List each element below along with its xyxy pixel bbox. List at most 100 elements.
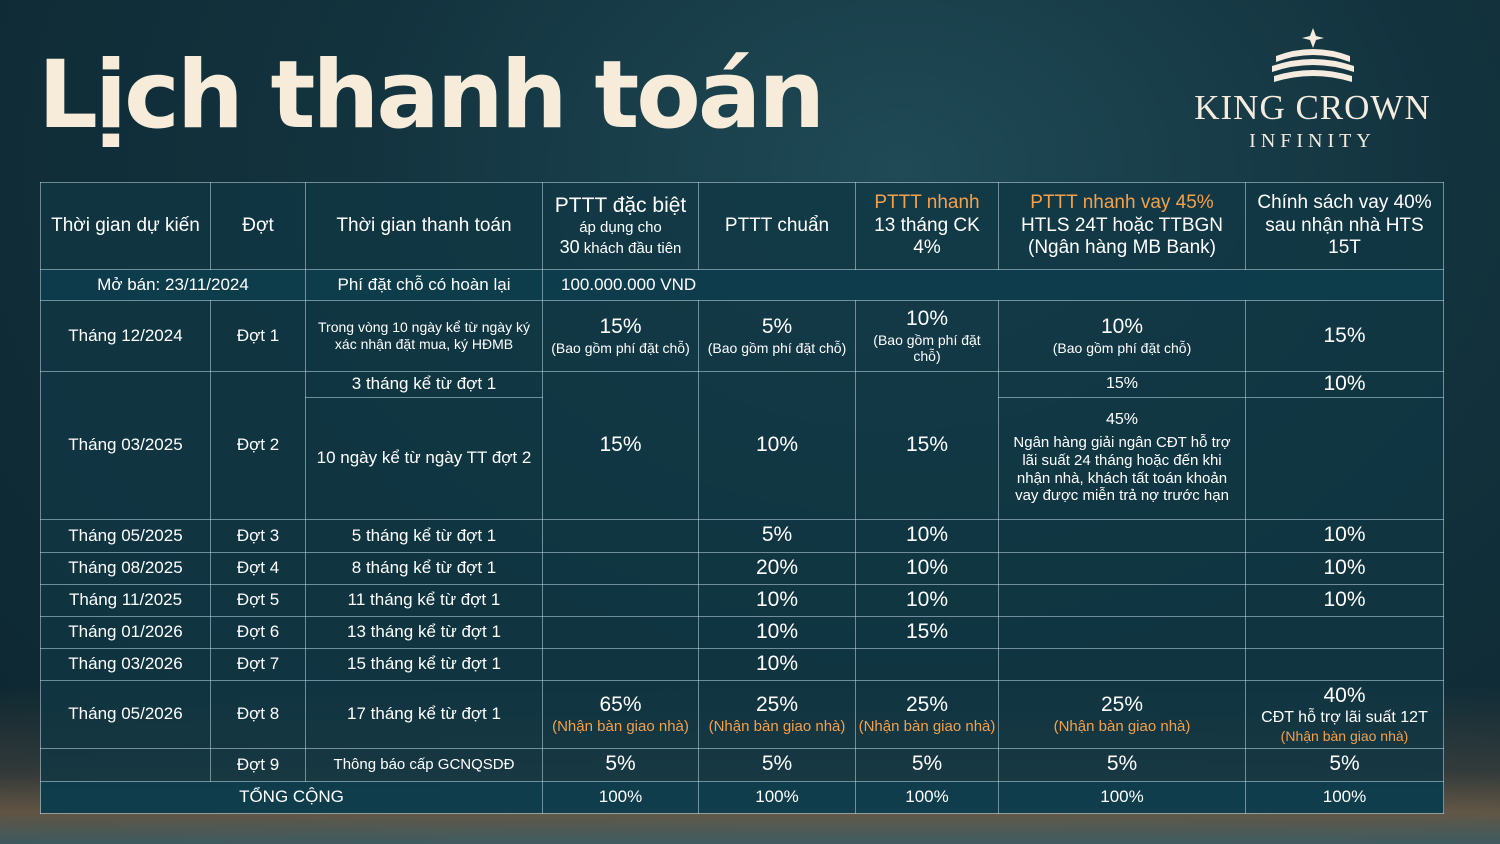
- fast-loan-cell: 45% Ngân hàng giải ngân CĐT hỗ trợ lãi s…: [998, 396, 1246, 520]
- month-cell: Tháng 01/2026: [40, 615, 211, 649]
- fast-loan-cell: [998, 583, 1246, 617]
- month-cell: Tháng 11/2025: [40, 583, 211, 617]
- fast-loan-cell: 15%: [998, 371, 1246, 398]
- fast-cell: 10% (Bao gồm phí đặt chỗ): [855, 300, 999, 372]
- standard-cell: 5%: [698, 747, 856, 782]
- fast-cell: 5%: [855, 747, 999, 782]
- table-row: Tháng 12/2024 Đợt 1 Trong vòng 10 ngày k…: [40, 300, 1444, 372]
- fast-cell: 25% (Nhận bàn giao nhà): [855, 679, 999, 749]
- installment-cell: Đợt 1: [210, 300, 306, 372]
- month-cell: Tháng 03/2025: [40, 371, 211, 520]
- installment-cell: Đợt 5: [210, 583, 306, 617]
- total-loan-policy: 100%: [1245, 780, 1444, 814]
- loan-policy-cell: 10%: [1245, 371, 1444, 398]
- loan-policy-cell: [1245, 396, 1444, 520]
- time-cell: Trong vòng 10 ngày kể từ ngày ký xác nhậ…: [305, 300, 543, 372]
- installment-cell: Đợt 8: [210, 679, 306, 749]
- header-installment: Đợt: [210, 182, 306, 270]
- loan-policy-cell: [1245, 615, 1444, 649]
- fast-loan-cell: [998, 518, 1246, 553]
- total-fast: 100%: [855, 780, 999, 814]
- total-standard: 100%: [698, 780, 856, 814]
- table-row: Tháng 11/2025 Đợt 5 11 tháng kể từ đợt 1…: [40, 583, 1444, 617]
- fast-cell: 15%: [855, 371, 999, 520]
- time-cell: Thông báo cấp GCNQSDĐ: [305, 747, 543, 782]
- time-cell: 13 tháng kể từ đợt 1: [305, 615, 543, 649]
- special-cell: 5%: [542, 747, 699, 782]
- fast-cell: 10%: [855, 551, 999, 585]
- header-fast: PTTT nhanh 13 tháng CK 4%: [855, 182, 999, 270]
- standard-cell: 5%: [698, 518, 856, 553]
- special-cell: [542, 518, 699, 553]
- page-title: Lịch thanh toán: [38, 41, 825, 150]
- installment-cell: Đợt 7: [210, 647, 306, 681]
- header-loan-policy: Chính sách vay 40% sau nhận nhà HTS 15T: [1245, 182, 1444, 270]
- time-cell: 11 tháng kể từ đợt 1: [305, 583, 543, 617]
- header-special: PTTT đặc biệt áp dụng cho 30 khách đầu t…: [542, 182, 699, 270]
- opening-date: Mở bán: 23/11/2024: [40, 269, 306, 301]
- loan-policy-cell: 10%: [1245, 518, 1444, 553]
- special-cell: [542, 583, 699, 617]
- total-special: 100%: [542, 780, 699, 814]
- total-label: TỔNG CỘNG: [40, 780, 543, 814]
- header-row: Thời gian dự kiến Đợt Thời gian thanh to…: [40, 182, 1444, 270]
- fast-cell: 10%: [855, 583, 999, 617]
- standard-cell: 25% (Nhận bàn giao nhà): [698, 679, 856, 749]
- fast-cell: 15%: [855, 615, 999, 649]
- special-cell: [542, 551, 699, 585]
- loan-policy-cell: 5%: [1245, 747, 1444, 782]
- fast-loan-cell: [998, 615, 1246, 649]
- time-cell: 3 tháng kể từ đợt 1: [305, 371, 543, 398]
- loan-policy-cell: 10%: [1245, 551, 1444, 585]
- fast-cell: 10%: [855, 518, 999, 553]
- month-cell: [40, 747, 211, 782]
- fast-loan-cell: 25% (Nhận bàn giao nhà): [998, 679, 1246, 749]
- crown-icon: [1271, 28, 1354, 82]
- installment-cell: Đợt 2: [210, 371, 306, 520]
- fast-loan-cell: [998, 647, 1246, 681]
- time-cell: 10 ngày kể từ ngày TT đợt 2: [305, 396, 543, 520]
- table-row: Tháng 03/2025 Đợt 2 3 tháng kể từ đợt 1 …: [40, 371, 1444, 520]
- installment-cell: Đợt 9: [210, 747, 306, 782]
- special-cell: 15% (Bao gồm phí đặt chỗ): [542, 300, 699, 372]
- fast-loan-cell: 10% (Bao gồm phí đặt chỗ): [998, 300, 1246, 372]
- table-row: Tháng 05/2025 Đợt 3 5 tháng kể từ đợt 1 …: [40, 518, 1444, 553]
- standard-cell: 10%: [698, 371, 856, 520]
- logo-subtitle: INFINITY: [1249, 130, 1376, 152]
- installment-cell: Đợt 3: [210, 518, 306, 553]
- loan-policy-cell: 15%: [1245, 300, 1444, 372]
- payment-schedule-table: Thời gian dự kiến Đợt Thời gian thanh to…: [40, 182, 1444, 814]
- time-cell: 8 tháng kể từ đợt 1: [305, 551, 543, 585]
- loan-policy-cell: [1245, 647, 1444, 681]
- month-cell: Tháng 05/2025: [40, 518, 211, 553]
- opening-row: Mở bán: 23/11/2024 Phí đặt chỗ có hoàn l…: [40, 269, 1444, 301]
- total-fast-loan: 100%: [998, 780, 1246, 814]
- time-cell: 5 tháng kể từ đợt 1: [305, 518, 543, 553]
- special-cell: 15%: [542, 371, 699, 520]
- fast-loan-cell: 5%: [998, 747, 1246, 782]
- standard-cell: 10%: [698, 615, 856, 649]
- standard-cell: 10%: [698, 583, 856, 617]
- installment-cell: Đợt 6: [210, 615, 306, 649]
- standard-cell: 10%: [698, 647, 856, 681]
- table-row: Tháng 08/2025 Đợt 4 8 tháng kể từ đợt 1 …: [40, 551, 1444, 585]
- opening-amount: 100.000.000 VND: [542, 269, 1444, 301]
- opening-label: Phí đặt chỗ có hoàn lại: [305, 269, 543, 301]
- table-row: Đợt 9 Thông báo cấp GCNQSDĐ 5% 5% 5% 5% …: [40, 747, 1444, 782]
- table-row: Tháng 03/2026 Đợt 7 15 tháng kể từ đợt 1…: [40, 647, 1444, 681]
- month-cell: Tháng 12/2024: [40, 300, 211, 372]
- time-cell: 15 tháng kể từ đợt 1: [305, 647, 543, 681]
- table-row: Tháng 01/2026 Đợt 6 13 tháng kể từ đợt 1…: [40, 615, 1444, 649]
- fast-cell: [855, 647, 999, 681]
- special-cell: [542, 615, 699, 649]
- header-standard: PTTT chuẩn: [698, 182, 856, 270]
- special-cell: 65% (Nhận bàn giao nhà): [542, 679, 699, 749]
- logo-name: KING CROWN: [1194, 88, 1431, 127]
- month-cell: Tháng 05/2026: [40, 679, 211, 749]
- installment-cell: Đợt 4: [210, 551, 306, 585]
- fast-loan-cell: [998, 551, 1246, 585]
- total-row: TỔNG CỘNG 100% 100% 100% 100% 100%: [40, 780, 1444, 814]
- loan-policy-cell: 10%: [1245, 583, 1444, 617]
- loan-policy-cell: 40% CĐT hỗ trợ lãi suất 12T (Nhận bàn gi…: [1245, 679, 1444, 749]
- standard-cell: 20%: [698, 551, 856, 585]
